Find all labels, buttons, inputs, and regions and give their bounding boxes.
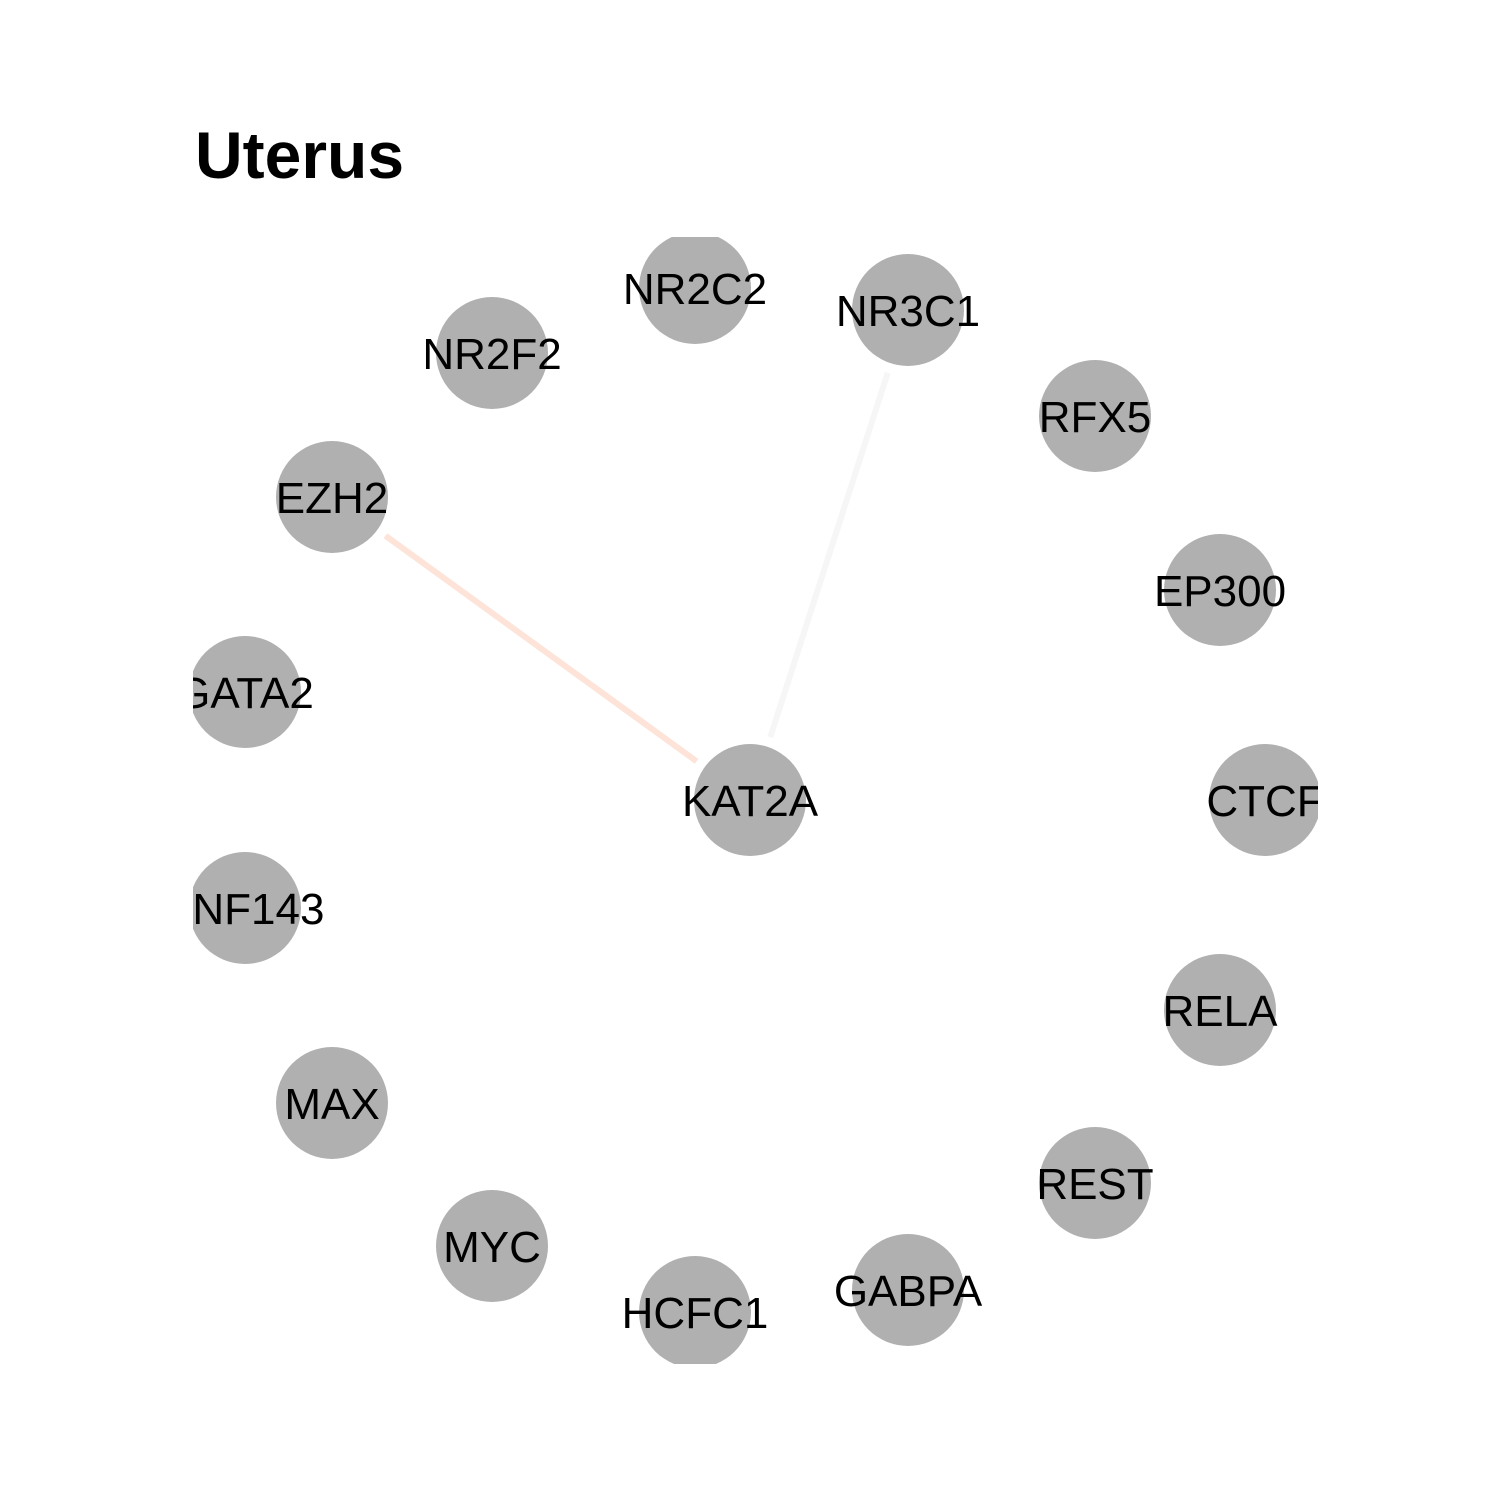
node-label: NR2C2 — [623, 265, 767, 314]
node-circle — [193, 636, 301, 748]
diagram-title: Uterus — [195, 118, 404, 192]
node-hcfc1: HCFC1 — [622, 1256, 769, 1364]
node-circle — [1209, 744, 1318, 856]
node-znf143: ZNF143 — [166, 852, 325, 964]
edge-kat2a-ezh2 — [383, 533, 699, 764]
node-max: MAX — [276, 1047, 388, 1159]
plot-area: NR2C2 NR3C1 RFX5 EP300 CTCF RELA REST GABPA HCFC… — [166, 237, 1323, 1364]
node-circle — [1164, 534, 1276, 646]
node-ctcf: CTCF — [1206, 744, 1323, 856]
node-nr2f2: NR2F2 — [422, 297, 562, 409]
node-label: MYC — [443, 1223, 541, 1272]
node-circle — [852, 1234, 964, 1346]
node-label: CTCF — [1206, 777, 1323, 826]
node-label: EZH2 — [276, 474, 388, 523]
node-rest: REST — [1036, 1127, 1154, 1239]
node-circle — [436, 297, 548, 409]
node-label: NR3C1 — [836, 287, 980, 336]
node-ep300: EP300 — [1154, 534, 1286, 646]
node-rela: RELA — [1163, 954, 1279, 1066]
node-label: RFX5 — [1039, 393, 1151, 442]
node-label: HCFC1 — [622, 1289, 769, 1338]
node-circle — [276, 1047, 388, 1159]
node-circle — [694, 744, 806, 856]
node-circle — [852, 254, 964, 366]
edges-layer — [383, 371, 891, 764]
node-circle — [1039, 1127, 1151, 1239]
node-label: NR2F2 — [422, 330, 561, 379]
node-circle — [639, 1256, 751, 1364]
node-circle — [1039, 360, 1151, 472]
edge-kat2a-nr3c1 — [767, 371, 891, 739]
node-circle — [193, 852, 301, 964]
node-circle — [639, 237, 751, 344]
node-label: REST — [1036, 1160, 1153, 1209]
node-kat2a: KAT2A — [682, 744, 819, 856]
node-label: RELA — [1163, 987, 1279, 1036]
node-label: GABPA — [834, 1267, 983, 1316]
node-label: GATA2 — [176, 669, 314, 718]
node-nr3c1: NR3C1 — [836, 254, 980, 366]
node-label: KAT2A — [682, 777, 819, 826]
node-gata2: GATA2 — [176, 636, 314, 748]
node-myc: MYC — [436, 1190, 548, 1302]
nodes-layer: NR2C2 NR3C1 RFX5 EP300 CTCF RELA REST GABPA HCFC… — [166, 237, 1323, 1364]
node-label: EP300 — [1154, 567, 1286, 616]
node-ezh2: EZH2 — [276, 441, 388, 553]
node-label: MAX — [284, 1080, 379, 1129]
node-rfx5: RFX5 — [1039, 360, 1151, 472]
node-circle — [1164, 954, 1276, 1066]
node-gabpa: GABPA — [834, 1234, 983, 1346]
node-label: ZNF143 — [166, 885, 325, 934]
node-circle — [436, 1190, 548, 1302]
node-nr2c2: NR2C2 — [623, 237, 767, 344]
node-circle — [276, 441, 388, 553]
